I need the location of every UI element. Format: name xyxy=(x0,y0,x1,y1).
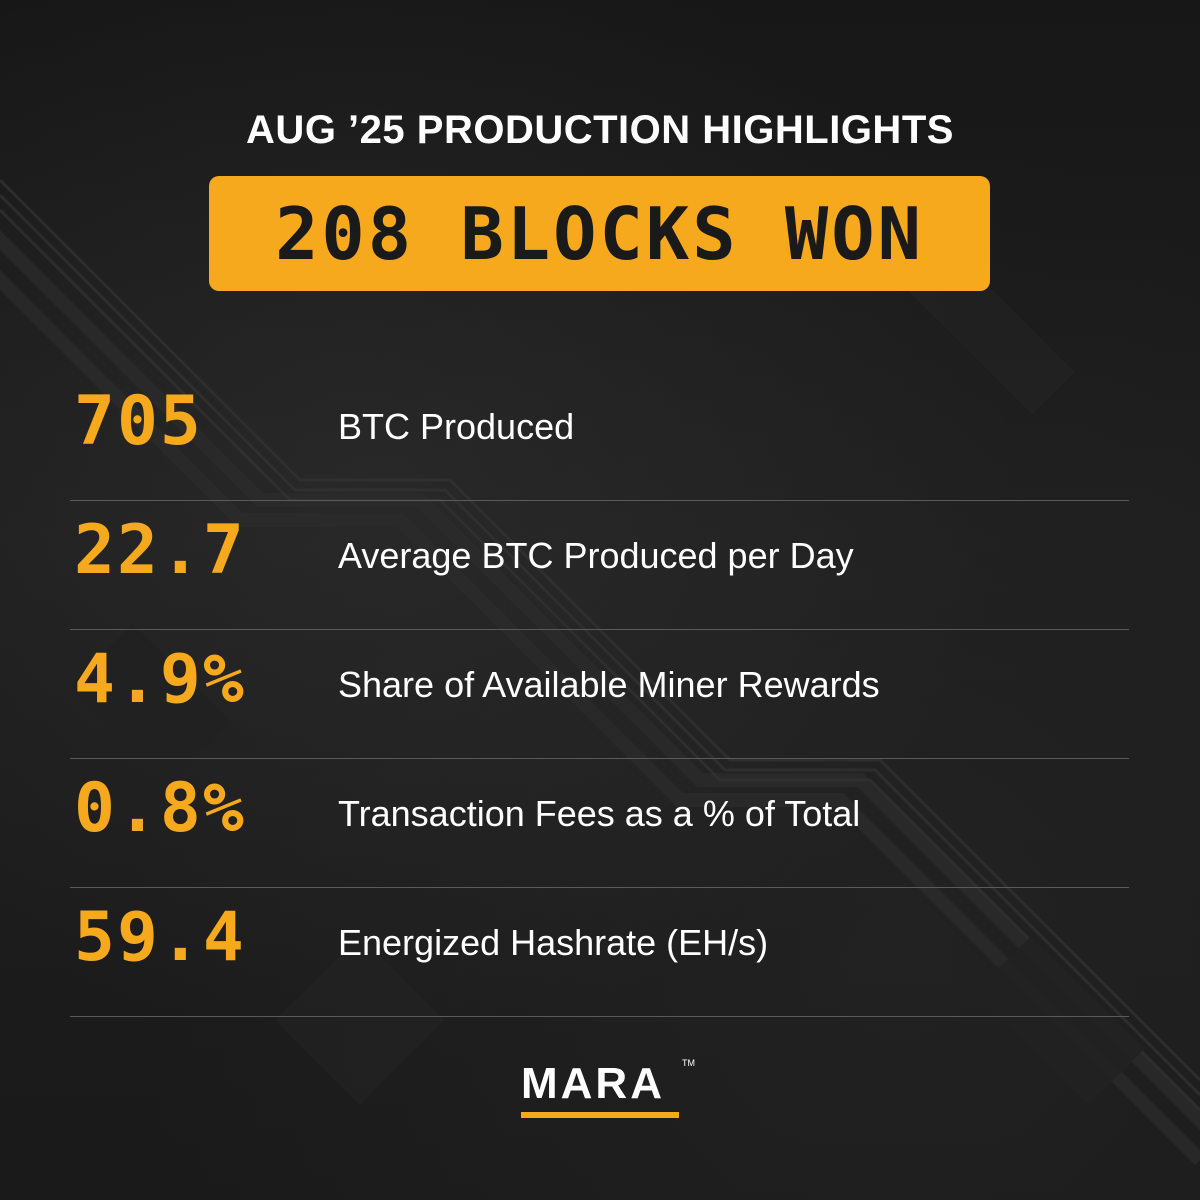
stat-label: Transaction Fees as a % of Total xyxy=(338,793,861,834)
page-title: AUG ’25 PRODUCTION HIGHLIGHTS xyxy=(246,108,954,152)
logo-underline xyxy=(521,1112,679,1118)
stat-value: 4.9% xyxy=(74,640,246,719)
stat-row-btc-produced: 705 BTC Produced xyxy=(70,372,1129,501)
mara-logo: MARA TM xyxy=(0,1058,1200,1118)
stat-label: BTC Produced xyxy=(338,406,575,447)
stat-label: Energized Hashrate (EH/s) xyxy=(338,922,769,963)
stat-value: 0.8% xyxy=(74,769,246,848)
blocks-won-banner: 208 BLOCKS WON xyxy=(209,176,990,291)
trademark-symbol: TM xyxy=(682,1058,695,1068)
stat-row-average-btc-per-day: 22.7 Average BTC Produced per Day xyxy=(70,501,1129,630)
stat-row-transaction-fees: 0.8% Transaction Fees as a % of Total xyxy=(70,759,1129,888)
stat-label: Share of Available Miner Rewards xyxy=(338,664,880,705)
stat-row-energized-hashrate: 59.4 Energized Hashrate (EH/s) xyxy=(70,888,1129,1017)
blocks-won-text: 208 BLOCKS WON xyxy=(275,191,924,276)
stat-value: 22.7 xyxy=(74,511,246,590)
stat-value: 59.4 xyxy=(74,898,246,977)
logo-wordmark: MARA xyxy=(521,1059,665,1108)
stat-value: 705 xyxy=(74,382,203,461)
stat-row-share-of-rewards: 4.9% Share of Available Miner Rewards xyxy=(70,630,1129,759)
logo-mark: MARA TM xyxy=(521,1058,695,1118)
stat-label: Average BTC Produced per Day xyxy=(338,535,854,576)
stats-list: 705 BTC Produced 22.7 Average BTC Produc… xyxy=(70,372,1129,1017)
